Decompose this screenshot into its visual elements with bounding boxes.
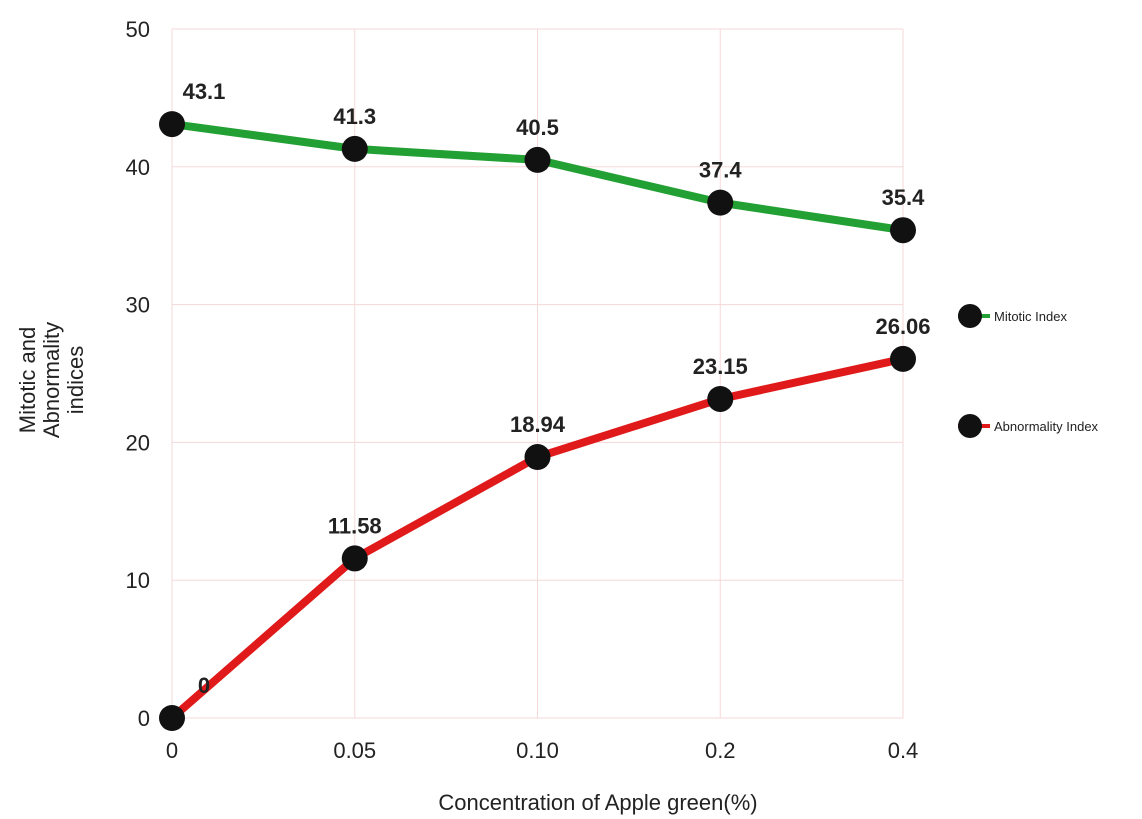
x-tick-label: 0: [166, 738, 178, 763]
y-axis-title: Mitotic and Abnormality indices: [15, 322, 88, 438]
x-tick-label: 0.4: [888, 738, 919, 763]
y-tick-label: 50: [126, 17, 150, 42]
x-tick-label: 0.05: [333, 738, 376, 763]
data-point: [341, 135, 368, 162]
legend-item-abnormality-index: Abnormality Index: [958, 414, 1099, 438]
y-tick-label: 20: [126, 430, 150, 455]
data-label: 43.1: [183, 79, 226, 104]
data-label: 37.4: [699, 158, 743, 183]
data-label: 18.94: [510, 412, 566, 437]
data-point: [890, 217, 916, 244]
legend-label-abnormality-index: Abnormality Index: [994, 419, 1099, 434]
data-label: 40.5: [516, 115, 559, 140]
x-tick-labels: 0 0.05 0.10 0.2 0.4: [166, 738, 918, 763]
data-label: 0: [198, 673, 210, 698]
data-point: [707, 189, 734, 216]
legend-marker-abnormality: [958, 414, 982, 438]
data-point: [707, 385, 734, 412]
y-tick-labels: 0 10 20 30 40 50: [126, 17, 150, 731]
data-point: [524, 444, 551, 471]
legend-item-mitotic-index: Mitotic Index: [958, 304, 1067, 328]
data-point: [890, 345, 916, 372]
data-label: 41.3: [333, 104, 376, 129]
x-tick-label: 0.10: [516, 738, 559, 763]
x-axis-title: Concentration of Apple green(%): [438, 790, 757, 815]
data-label: 23.15: [693, 354, 748, 379]
data-point: [159, 111, 185, 138]
y-axis-title-line-3: indices: [63, 346, 88, 414]
legend: Mitotic Index Abnormality Index: [958, 304, 1099, 438]
x-tick-label: 0.2: [705, 738, 736, 763]
y-axis-title-line-1: Mitotic and: [15, 327, 40, 433]
legend-label-mitotic-index: Mitotic Index: [994, 309, 1067, 324]
data-point: [524, 146, 551, 173]
data-label: 26.06: [875, 314, 930, 339]
data-point: [159, 705, 185, 731]
legend-marker-mitotic: [958, 304, 982, 328]
data-point: [341, 545, 368, 572]
y-tick-label: 30: [126, 293, 150, 318]
data-label: 35.4: [882, 185, 926, 210]
data-label: 11.58: [328, 513, 382, 538]
series-markers: [159, 111, 916, 731]
y-tick-label: 10: [126, 568, 150, 593]
y-tick-label: 40: [126, 155, 150, 180]
y-axis-title-line-2: Abnormality: [39, 322, 64, 438]
y-tick-label: 0: [138, 706, 150, 731]
data-labels: 43.1 41.3 40.5 37.4 35.4 0 11.58 18.94 23.15 26.0…: [183, 79, 931, 698]
